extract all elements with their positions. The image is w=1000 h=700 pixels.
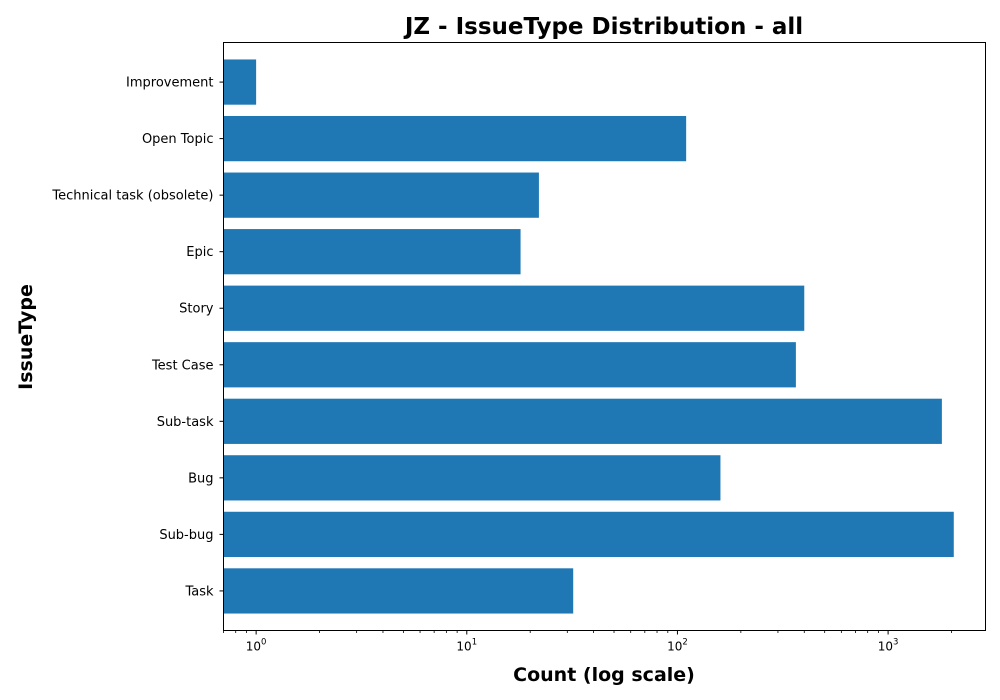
bar-9 <box>223 568 574 614</box>
bar-1 <box>223 116 687 162</box>
x-tick-exponent-1: 1 <box>472 638 477 648</box>
y-tick-label-2: Technical task (obsolete) <box>51 189 213 204</box>
x-tick-label-3: 103 <box>878 638 899 654</box>
x-tick-exponent-2: 2 <box>682 638 687 648</box>
y-tick-label-1: Open Topic <box>142 132 214 147</box>
bar-8 <box>223 511 954 557</box>
y-tick-label-8: Sub-bug <box>159 528 213 543</box>
y-tick-label-0: Improvement <box>126 76 213 91</box>
x-tick-label-0: 100 <box>246 638 267 654</box>
x-axis-ticks: 100 101 102 103 <box>223 630 952 654</box>
bar-7 <box>223 455 721 501</box>
bar-0 <box>223 59 257 105</box>
bar-3 <box>223 229 521 275</box>
bar-5 <box>223 342 796 388</box>
bars-group <box>223 59 954 614</box>
x-tick-base-2: 10 <box>667 640 682 654</box>
y-tick-label-3: Epic <box>186 245 213 260</box>
x-tick-exponent-0: 0 <box>261 638 266 648</box>
y-tick-label-4: Story <box>179 302 214 317</box>
x-axis-label: Count (log scale) <box>513 664 695 686</box>
y-tick-label-5: Test Case <box>151 358 214 373</box>
x-tick-base-3: 10 <box>878 640 893 654</box>
bar-6 <box>223 398 942 444</box>
y-axis-label: IssueType <box>15 284 37 390</box>
chart-title: JZ - IssueType Distribution - all <box>403 14 803 40</box>
bar-4 <box>223 285 805 331</box>
x-tick-label-1: 101 <box>456 638 477 654</box>
y-axis-ticks: Improvement Open Topic Technical task (obs… <box>51 76 224 599</box>
x-tick-exponent-3: 3 <box>893 638 898 648</box>
y-tick-label-7: Bug <box>188 471 213 486</box>
x-tick-base-1: 10 <box>456 640 471 654</box>
x-tick-label-2: 102 <box>667 638 688 654</box>
plot-frame <box>223 42 986 631</box>
y-tick-label-9: Task <box>184 584 214 599</box>
x-tick-base-0: 10 <box>246 640 261 654</box>
y-tick-label-6: Sub-task <box>157 415 214 430</box>
bar-2 <box>223 172 539 218</box>
